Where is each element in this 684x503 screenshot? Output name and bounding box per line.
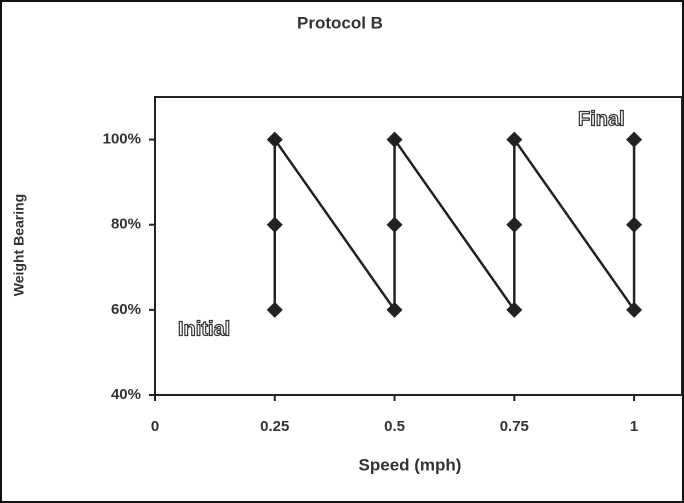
annotation: Initial bbox=[178, 318, 230, 340]
point bbox=[266, 131, 283, 148]
chart-title: Protocol B bbox=[297, 13, 383, 32]
series-line bbox=[273, 135, 636, 314]
point bbox=[386, 131, 403, 148]
point bbox=[626, 301, 643, 318]
point bbox=[386, 216, 403, 233]
x-tick-label: 0 bbox=[151, 418, 159, 435]
y-tick-label: 40% bbox=[111, 386, 141, 403]
point bbox=[506, 131, 523, 148]
y-tick-label: 100% bbox=[103, 131, 141, 148]
annotation: Final bbox=[578, 108, 625, 130]
plot-frame bbox=[154, 96, 683, 396]
point bbox=[266, 301, 283, 318]
x-axis-label: Speed (mph) bbox=[359, 455, 462, 474]
y-tick-label: 60% bbox=[111, 301, 141, 318]
x-tick-label: 1 bbox=[630, 418, 638, 435]
x-tick-label: 0.25 bbox=[260, 418, 289, 435]
point bbox=[506, 216, 523, 233]
point bbox=[386, 301, 403, 318]
y-axis-label: Weight Bearing bbox=[11, 194, 27, 296]
point bbox=[626, 131, 643, 148]
x-tick-label: 0.5 bbox=[384, 418, 405, 435]
point bbox=[266, 216, 283, 233]
y-tick-label: 80% bbox=[111, 216, 141, 233]
x-tick-label: 0.75 bbox=[500, 418, 529, 435]
point bbox=[506, 301, 523, 318]
point bbox=[626, 216, 643, 233]
